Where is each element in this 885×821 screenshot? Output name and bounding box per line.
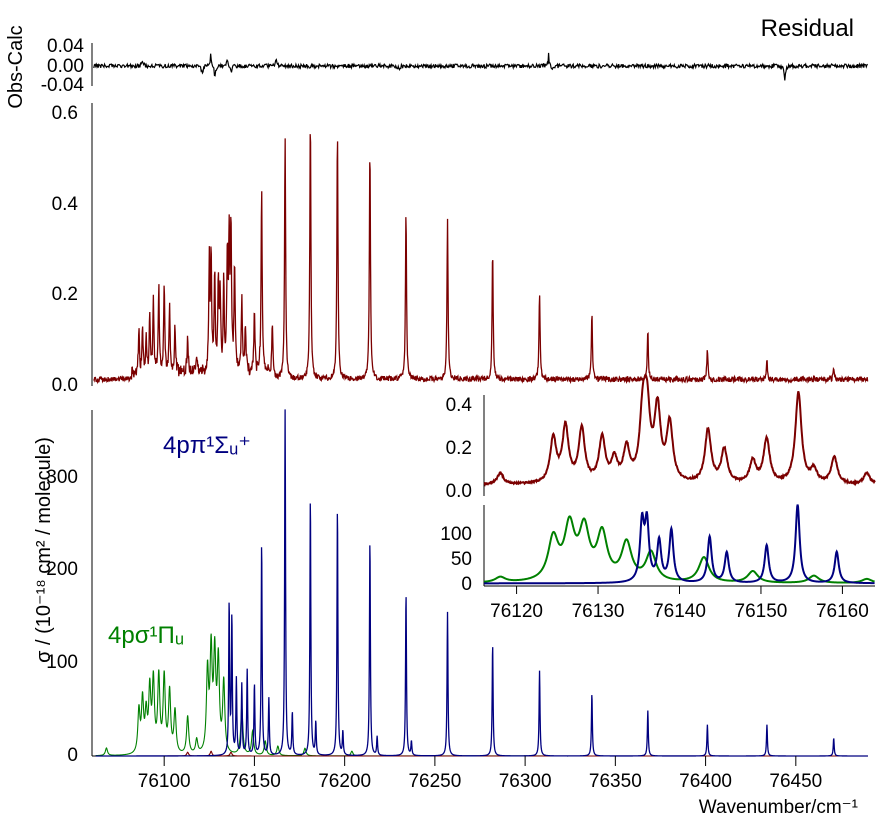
inset-sigma-u-line [484,504,875,585]
observed-ytick-label: 0.6 [52,103,78,124]
x-tick-label: 76150 [228,771,281,792]
inset-background [470,393,875,623]
model-ytick-label: 0 [67,745,78,766]
model-ytick-label: 200 [46,559,78,580]
inset-pi-u-line [483,515,875,584]
observed-ytick-label: 0.0 [52,375,78,396]
model-panel: 0 100 200 300 σ / (10⁻¹⁸ cm² / molecule)… [33,409,868,818]
inset-top-ytick-label: 0.0 [446,481,472,502]
inset-x-tick-label: 76150 [735,601,788,622]
x-tick-label: 76100 [138,771,191,792]
residual-ytick-label: 0.00 [47,56,84,77]
observed-ytick-label: 0.2 [52,284,78,305]
label-4psigma-pi-u: 4pσ¹Πᵤ [108,622,184,649]
label-4ppi-sigma-u: 4pπ¹Σᵤ⁺ [163,432,251,459]
x-tick-label: 76350 [589,771,642,792]
model-sigma-u-line [95,409,868,757]
inset-x-tick-label: 76120 [490,601,543,622]
x-tick-label: 76200 [318,771,371,792]
x-axis-ticks: 76100 76150 76200 76250 76300 76350 76400 76450 [138,756,822,792]
inset-x-axis-ticks: 76120 76130 76140 76150 76160 [490,586,869,622]
residual-ytick-label: 0.04 [47,36,84,57]
residual-panel: Residual 0.04 0.00 -0.04 Obs-Calc [5,15,869,109]
residual-ytick-label: -0.04 [41,75,85,96]
observed-ytick-label: 0.4 [52,194,79,215]
x-tick-label: 76250 [408,771,461,792]
inset: 0.4 0.2 0.0 100 50 0 76120 76130 76140 7615… [440,372,876,623]
model-ytick-label: 100 [46,652,78,673]
model-pi-u-line [95,633,868,757]
model-y-label: σ / (10⁻¹⁸ cm² / molecule) [33,437,55,663]
residual-series-line [93,52,869,81]
inset-bottom-ytick-label: 50 [451,549,472,570]
inset-x-tick-label: 76160 [816,601,869,622]
residual-y-label: Obs-Calc [5,25,27,108]
x-tick-label: 76300 [499,771,552,792]
inset-x-tick-label: 76140 [653,601,706,622]
inset-top-ytick-label: 0.4 [446,395,473,416]
inset-bottom-ytick-label: 0 [461,574,472,595]
inset-observed-line [483,372,876,487]
model-ytick-label: 300 [46,467,78,488]
inset-x-tick-label: 76130 [572,601,625,622]
observed-series-line [93,134,869,385]
x-tick-label: 76400 [679,771,732,792]
x-axis-label: Wavenumber/cm⁻¹ [699,797,858,818]
inset-top-ytick-label: 0.2 [446,438,472,459]
inset-bottom-ytick-label: 100 [440,524,472,545]
observed-panel: 0.0 0.2 0.4 0.6 [52,103,869,396]
x-tick-label: 76450 [769,771,822,792]
residual-title: Residual [761,15,854,42]
